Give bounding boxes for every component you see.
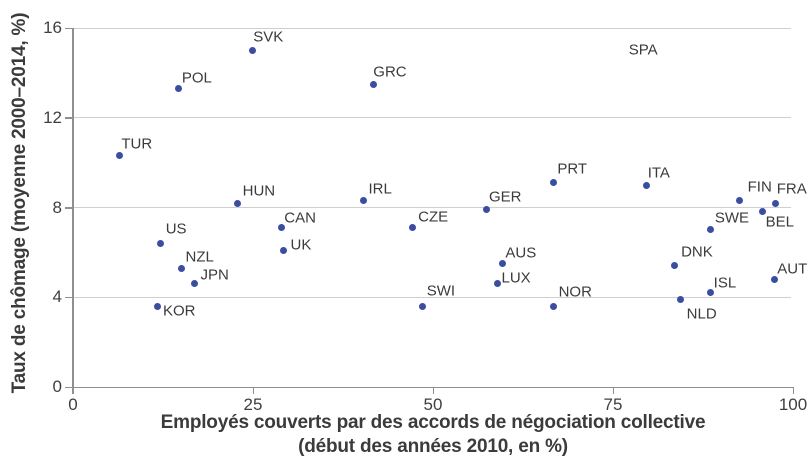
data-point-aut (770, 275, 778, 283)
data-point-label-aus: AUS (505, 244, 537, 262)
data-point-svk (248, 46, 256, 54)
data-point-label-jpn: JPN (200, 266, 229, 284)
data-point-ger (482, 206, 490, 214)
data-point-label-ger: GER (489, 188, 522, 206)
data-point-label-aut: AUT (777, 260, 808, 278)
x-tick-label: 0 (68, 395, 78, 414)
data-point-fin (736, 197, 744, 205)
data-point-label-ita: ITA (647, 164, 670, 182)
data-point-label-fra: FRA (776, 180, 807, 198)
data-point-label-fin: FIN (747, 178, 772, 196)
data-point-ita (643, 181, 651, 189)
data-point-label-swe: SWE (714, 209, 749, 227)
x-tick-label: 25 (243, 395, 263, 414)
data-point-hun (234, 199, 242, 207)
data-point-label-pol: POL (181, 69, 212, 87)
data-point-label-bel: BEL (765, 213, 794, 231)
y-tick-mark (65, 207, 73, 209)
data-point-label-dnk: DNK (681, 243, 713, 261)
data-point-nld (677, 295, 685, 303)
data-point-dnk (671, 262, 679, 270)
data-point-tur (116, 152, 124, 160)
data-point-lux (493, 280, 501, 288)
data-point-grc (370, 80, 378, 88)
y-tick-label: 16 (43, 18, 62, 37)
data-point-label-isl: ISL (713, 274, 737, 292)
data-point-label-hun: HUN (242, 182, 276, 200)
data-point-isl (707, 289, 715, 297)
data-point-label-kor: KOR (162, 302, 196, 320)
data-point-label-nzl: NZL (185, 248, 214, 266)
data-point-aus (499, 260, 507, 268)
y-gridline (73, 296, 791, 298)
data-point-swe (707, 226, 715, 234)
data-point-label-cze: CZE (418, 208, 449, 226)
data-point-prt (549, 179, 557, 187)
y-tick-mark (65, 296, 73, 299)
data-point-label-us: US (165, 220, 187, 238)
x-tick-label: 100 (778, 395, 808, 414)
data-point-label-tur: TUR (121, 135, 153, 153)
data-point-label-prt: PRT (557, 160, 588, 178)
data-point-label-swi: SWI (426, 282, 456, 300)
data-point-label-nor: NOR (558, 283, 592, 301)
data-point-pol (175, 85, 183, 93)
data-point-can (277, 224, 285, 232)
data-point-jpn (191, 280, 199, 288)
data-point-label-nld: NLD (686, 305, 717, 323)
y-tick-mark (65, 117, 73, 119)
x-axis-title-line2: (début des années 2010, en %) (298, 436, 568, 457)
x-tick-mark (432, 387, 434, 394)
data-point-nor (549, 302, 557, 310)
data-point-cze (408, 224, 416, 232)
x-tick-label: 50 (423, 395, 443, 414)
data-point-label-uk: UK (290, 236, 312, 254)
x-tick-label: 75 (603, 395, 623, 414)
y-tick-label: 4 (52, 287, 62, 307)
y-tick-label: 12 (43, 107, 62, 127)
data-point-label-svk: SVK (253, 28, 284, 46)
data-point-label-spa: SPA (628, 41, 658, 59)
data-point-label-lux: LUX (501, 269, 531, 287)
x-tick-mark (792, 387, 794, 394)
y-tick-label: 0 (52, 377, 62, 396)
data-point-irl (359, 197, 367, 205)
data-point-us (156, 239, 164, 247)
y-gridline (73, 27, 791, 29)
data-point-fra (772, 199, 780, 207)
data-point-kor (153, 302, 161, 310)
x-tick-mark (612, 387, 614, 394)
data-point-label-irl: IRL (368, 180, 392, 198)
x-axis-title-line1: Employés couverts par des accords de nég… (160, 412, 706, 433)
y-tick-mark (65, 386, 73, 388)
x-tick-mark (72, 387, 74, 394)
data-point-uk (280, 246, 288, 254)
y-tick-mark (65, 27, 73, 29)
data-point-nzl (178, 264, 186, 272)
data-point-label-grc: GRC (373, 63, 407, 81)
y-gridline (73, 207, 791, 208)
data-point-label-can: CAN (284, 209, 316, 227)
data-point-swi (419, 302, 427, 310)
data-point-bel (759, 208, 767, 216)
x-tick-mark (252, 387, 254, 394)
y-tick-label: 8 (52, 197, 62, 217)
y-gridline (73, 117, 791, 119)
y-axis-line (72, 28, 74, 394)
